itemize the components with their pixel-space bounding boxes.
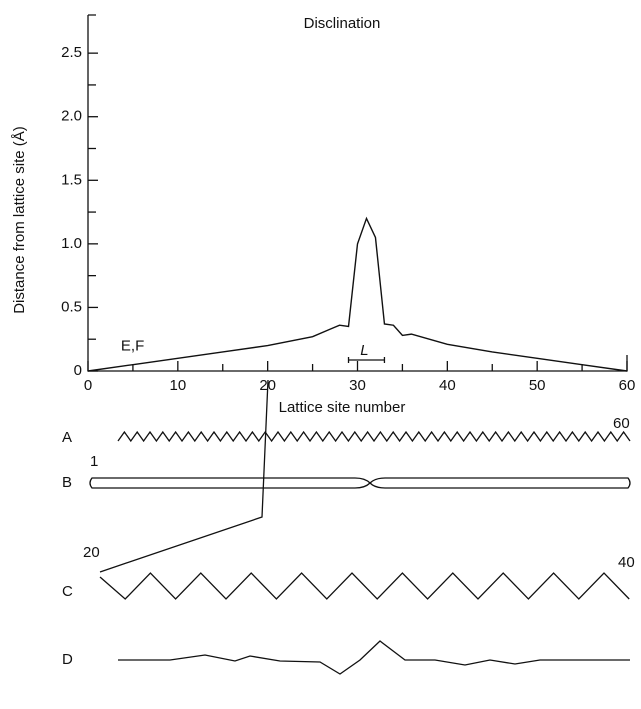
- chart-title: Disclination: [304, 15, 381, 32]
- y-tick-label: 0.5: [61, 298, 82, 315]
- connector: [99, 379, 269, 573]
- diagram: [89, 379, 631, 675]
- x-tick-label: 50: [529, 377, 546, 394]
- x-axis-label: Lattice site number: [279, 399, 406, 416]
- row-label: A: [62, 429, 72, 446]
- y-tick-label: 2.5: [61, 44, 82, 61]
- row-label: C: [62, 583, 73, 600]
- y-tick-label: 1.0: [61, 235, 82, 252]
- length-bracket: [347, 357, 386, 363]
- site-label: 60: [613, 415, 630, 432]
- annotation: L: [360, 342, 368, 359]
- y-axis-label: Distance from lattice site (Å): [11, 126, 28, 314]
- chain-c: [99, 572, 630, 600]
- x-tick-label: 0: [84, 377, 92, 394]
- data-line: [87, 216, 628, 372]
- site-label: 1: [90, 453, 98, 470]
- x-tick-label: 20: [259, 377, 276, 394]
- chain-a: [117, 430, 631, 443]
- annotation: E,F: [121, 338, 144, 355]
- y-tick-label: 2.0: [61, 108, 82, 125]
- chain-d: [118, 640, 630, 675]
- site-label: 20: [83, 544, 100, 561]
- row-label: B: [62, 474, 72, 491]
- x-tick-label: 60: [619, 377, 636, 394]
- x-tick-label: 10: [169, 377, 186, 394]
- x-tick-label: 30: [349, 377, 366, 394]
- y-tick-label: 0: [74, 362, 82, 379]
- axes: [87, 14, 628, 372]
- y-tick-label: 1.5: [61, 171, 82, 188]
- chain-b: [89, 477, 631, 489]
- row-label: D: [62, 651, 73, 668]
- site-label: 40: [618, 554, 635, 571]
- x-tick-label: 40: [439, 377, 456, 394]
